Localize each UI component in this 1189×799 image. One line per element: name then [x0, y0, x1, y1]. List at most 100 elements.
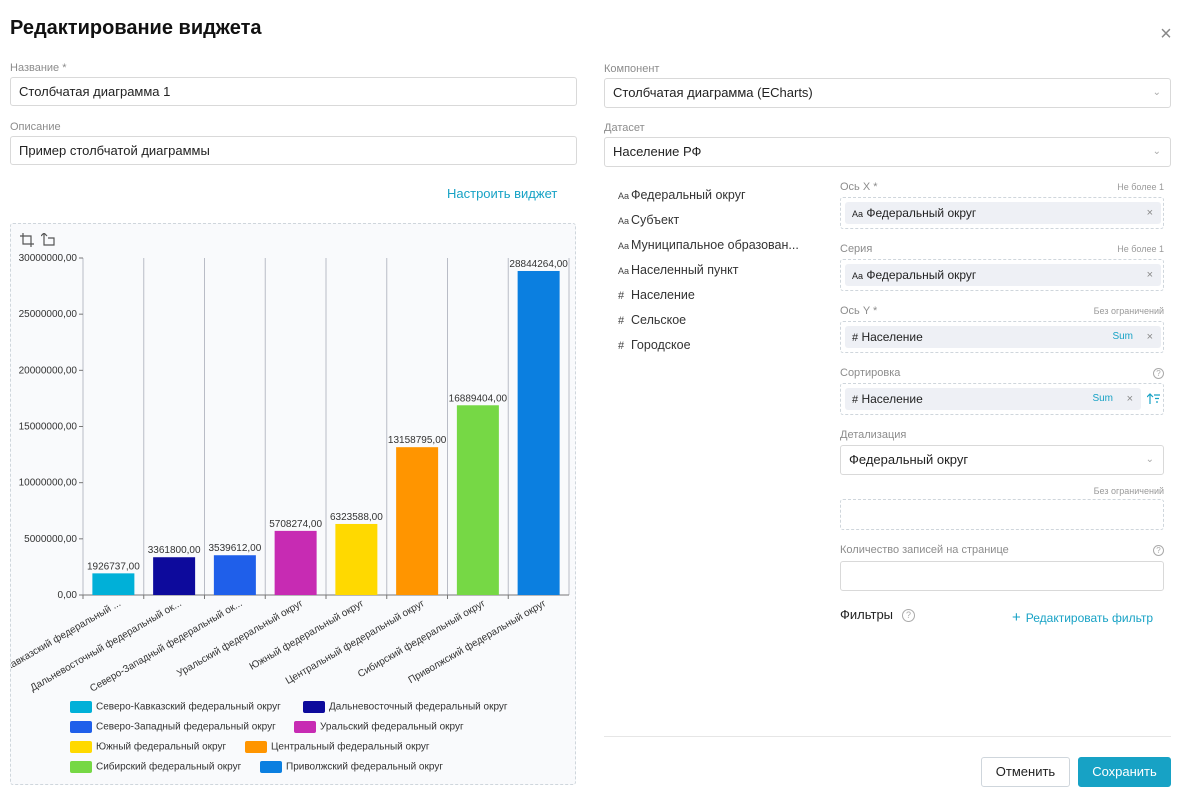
- legend-swatch: [303, 701, 325, 713]
- sort-order-icon[interactable]: [1147, 393, 1160, 405]
- bar-value-label: 3539612,00: [208, 543, 261, 554]
- bar: [213, 555, 256, 595]
- legend-swatch: [260, 761, 282, 773]
- chart-preview: 0,00 5000000,00 10000000,00 15000000,00 2000…: [10, 223, 576, 785]
- detail-select[interactable]: Федеральный округ ⌄: [840, 445, 1164, 475]
- help-icon[interactable]: ?: [902, 609, 915, 622]
- component-select[interactable]: Столбчатая диаграмма (ECharts) ⌄: [604, 78, 1171, 108]
- x-tick-label: Южный федеральный округ: [247, 597, 366, 673]
- edit-filter-link[interactable]: + Редактировать фильтр: [1012, 609, 1153, 626]
- bar-value-label: 6323588,00: [330, 512, 383, 523]
- x-axis-label: Ось X *: [840, 181, 878, 193]
- name-label: Название *: [10, 62, 67, 74]
- detail-value: Федеральный округ: [849, 452, 969, 467]
- dataset-label: Датасет: [604, 122, 645, 134]
- remove-icon[interactable]: ×: [1126, 393, 1133, 405]
- name-input[interactable]: Столбчатая диаграмма 1: [10, 77, 577, 106]
- help-icon[interactable]: ?: [1153, 368, 1164, 379]
- field-label: Федеральный округ: [631, 188, 746, 202]
- page-size-label: Количество записей на странице: [840, 544, 1009, 556]
- field-item[interactable]: Aa Федеральный округ: [618, 188, 746, 202]
- y-tick-label: 30000000,00: [19, 253, 78, 264]
- y-tick-label: 15000000,00: [19, 422, 78, 433]
- legend-item[interactable]: Северо-Западный федеральный округ: [70, 721, 276, 733]
- remove-icon[interactable]: ×: [1146, 269, 1153, 281]
- field-label: Населенный пункт: [631, 263, 739, 277]
- legend-item[interactable]: Центральный федеральный округ: [245, 741, 430, 753]
- series-dropzone[interactable]: Aa Федеральный округ ×: [840, 259, 1164, 291]
- y-tick-label: 5000000,00: [24, 534, 77, 545]
- bar-value-label: 28844264,00: [509, 259, 568, 270]
- legend-swatch: [70, 741, 92, 753]
- x-axis-dropzone[interactable]: Aa Федеральный округ ×: [840, 197, 1164, 229]
- legend-item[interactable]: Приволжский федеральный округ: [260, 761, 443, 773]
- edit-filter-label: Редактировать фильтр: [1025, 611, 1154, 625]
- sort-chip[interactable]: # Население Sum ×: [845, 388, 1141, 410]
- legend-item[interactable]: Уральский федеральный округ: [294, 721, 464, 733]
- bar-value-label: 1926737,00: [87, 561, 140, 572]
- crop-icon[interactable]: [20, 233, 34, 247]
- field-item[interactable]: Aa Субъект: [618, 213, 679, 227]
- y-axis-hint: Без ограничений: [1093, 306, 1164, 316]
- series-label: Серия: [840, 243, 873, 255]
- detail-dropzone[interactable]: [840, 499, 1164, 530]
- series-chip[interactable]: Aa Федеральный округ ×: [845, 264, 1161, 286]
- number-type-icon: #: [618, 340, 625, 352]
- legend-item[interactable]: Северо-Кавказский федеральный округ: [70, 701, 281, 713]
- number-type-icon: #: [618, 315, 625, 327]
- remove-icon[interactable]: ×: [1146, 331, 1153, 343]
- field-item[interactable]: Aa Муниципальное образован...: [618, 238, 799, 252]
- field-item[interactable]: # Сельское: [618, 313, 686, 327]
- footer-divider: [604, 736, 1171, 737]
- bar-value-label: 3361800,00: [148, 545, 201, 556]
- dataset-select[interactable]: Население РФ ⌄: [604, 137, 1171, 167]
- chip-label: Федеральный округ: [866, 206, 977, 220]
- close-icon[interactable]: ×: [1160, 23, 1172, 45]
- remove-icon[interactable]: ×: [1146, 207, 1153, 219]
- bar: [456, 405, 499, 595]
- legend-item[interactable]: Сибирский федеральный округ: [70, 761, 241, 773]
- configure-widget-link[interactable]: Настроить виджет: [447, 186, 558, 201]
- help-icon[interactable]: ?: [1153, 545, 1164, 556]
- number-type-icon: #: [852, 394, 859, 406]
- text-type-icon: Aa: [852, 271, 864, 281]
- legend-label: Сибирский федеральный округ: [96, 761, 242, 773]
- y-axis-dropzone[interactable]: # Население Sum ×: [840, 321, 1164, 353]
- text-type-icon: Aa: [618, 191, 630, 201]
- x-axis-hint: Не более 1: [1117, 182, 1164, 192]
- chip-label: Население: [861, 392, 923, 406]
- field-item[interactable]: # Городское: [618, 338, 691, 352]
- field-label: Городское: [631, 338, 691, 352]
- y-tick-label: 0,00: [58, 590, 78, 601]
- legend-label: Уральский федеральный округ: [320, 721, 464, 733]
- chevron-down-icon: ⌄: [1152, 87, 1161, 98]
- y-tick-label: 20000000,00: [19, 365, 78, 376]
- number-type-icon: #: [618, 290, 625, 302]
- detail-label: Детализация: [840, 429, 907, 441]
- y-axis-chip[interactable]: # Население Sum ×: [845, 326, 1161, 348]
- legend-label: Дальневосточный федеральный округ: [329, 701, 508, 713]
- field-label: Сельское: [631, 313, 687, 327]
- field-item[interactable]: Aa Населенный пункт: [618, 263, 739, 277]
- page-size-input[interactable]: [840, 561, 1164, 591]
- aggregation-link[interactable]: Sum: [1112, 331, 1133, 342]
- text-type-icon: Aa: [618, 266, 630, 276]
- x-axis-chip[interactable]: Aa Федеральный округ ×: [845, 202, 1161, 224]
- save-button[interactable]: Сохранить: [1078, 757, 1171, 787]
- rotate-icon[interactable]: [41, 233, 55, 247]
- detail-hint: Без ограничений: [1093, 486, 1164, 496]
- dataset-value: Население РФ: [613, 144, 702, 159]
- field-item[interactable]: # Население: [618, 288, 695, 302]
- aggregation-link[interactable]: Sum: [1092, 393, 1113, 404]
- text-type-icon: Aa: [618, 241, 630, 251]
- filters-label: Фильтры: [840, 607, 894, 622]
- legend-item[interactable]: Южный федеральный округ: [70, 741, 226, 753]
- component-label: Компонент: [604, 63, 660, 75]
- legend-item[interactable]: Дальневосточный федеральный округ: [303, 701, 508, 713]
- description-label: Описание: [10, 121, 61, 133]
- legend-swatch: [70, 761, 92, 773]
- cancel-button[interactable]: Отменить: [981, 757, 1070, 787]
- dialog-title: Редактирование виджета: [10, 17, 262, 39]
- description-input[interactable]: Пример столбчатой диаграммы: [10, 136, 577, 165]
- sort-dropzone[interactable]: # Население Sum ×: [840, 383, 1164, 415]
